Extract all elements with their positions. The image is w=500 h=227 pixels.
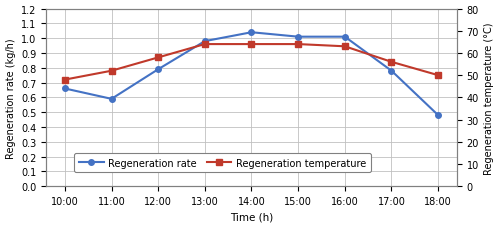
Regeneration temperature — [248, 44, 254, 46]
Y-axis label: Regeneration temperature (°C): Regeneration temperature (°C) — [484, 22, 494, 174]
Line: Regeneration rate: Regeneration rate — [62, 30, 441, 118]
Regeneration temperature — [342, 46, 348, 48]
Y-axis label: Regeneration rate (kg/h): Regeneration rate (kg/h) — [6, 38, 16, 158]
Regeneration temperature — [435, 74, 441, 77]
Regeneration temperature — [108, 70, 114, 73]
Regeneration temperature — [295, 44, 301, 46]
X-axis label: Time (h): Time (h) — [230, 212, 273, 222]
Regeneration temperature — [155, 57, 161, 59]
Regeneration rate — [108, 98, 114, 101]
Regeneration rate — [388, 70, 394, 73]
Line: Regeneration temperature: Regeneration temperature — [62, 42, 441, 83]
Regeneration rate — [62, 88, 68, 90]
Regeneration rate — [342, 36, 348, 39]
Regeneration rate — [295, 36, 301, 39]
Regeneration temperature — [388, 61, 394, 64]
Regeneration temperature — [202, 44, 208, 46]
Regeneration rate — [155, 69, 161, 71]
Legend: Regeneration rate, Regeneration temperature: Regeneration rate, Regeneration temperat… — [74, 153, 371, 173]
Regeneration rate — [435, 114, 441, 117]
Regeneration temperature — [62, 79, 68, 82]
Regeneration rate — [248, 32, 254, 35]
Regeneration rate — [202, 41, 208, 43]
